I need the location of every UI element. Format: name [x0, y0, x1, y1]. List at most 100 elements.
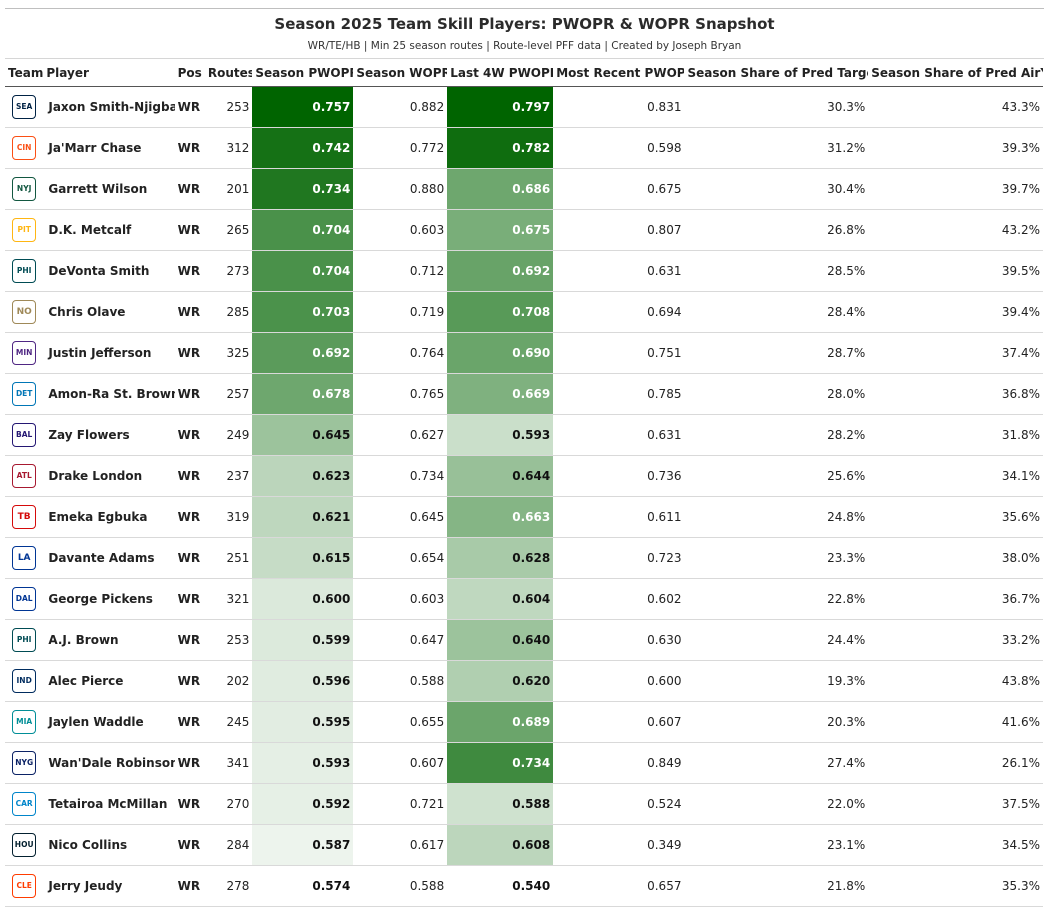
- share-targets-cell: 25.6%: [827, 469, 866, 483]
- player-name-cell: George Pickens: [48, 592, 153, 606]
- recent-pwopr-cell: 0.723: [647, 551, 682, 565]
- share-airyds-cell: 39.7%: [1001, 182, 1040, 196]
- season-pwopr-cell: 0.742: [252, 127, 354, 169]
- share-airyds-cell: 34.5%: [1001, 838, 1040, 852]
- share-targets-cell: 31.2%: [827, 141, 866, 155]
- col-header-last4w-pwopr: Last 4W PWOPR: [450, 65, 554, 80]
- recent-pwopr-cell: 0.736: [647, 469, 682, 483]
- last4w-pwopr-cell: 0.620: [447, 660, 554, 702]
- season-pwopr-cell: 0.692: [252, 332, 354, 374]
- share-targets-cell: 24.8%: [827, 510, 866, 524]
- season-wopr-cell: 0.588: [409, 674, 445, 688]
- share-airyds-cell: 36.7%: [1001, 592, 1040, 606]
- last4w-pwopr-cell: 0.692: [447, 250, 554, 292]
- position-cell: WR: [177, 797, 201, 811]
- season-pwopr-cell: 0.734: [252, 168, 354, 210]
- team-cell: DET: [5, 374, 43, 415]
- team-cell: ATL: [5, 456, 43, 497]
- season-wopr-cell: 0.734: [409, 469, 445, 483]
- routes-cell: 278: [226, 879, 250, 893]
- team-cell: LA: [5, 538, 43, 579]
- eagles-logo-icon: PHI: [12, 628, 37, 652]
- last4w-pwopr-cell: 0.782: [447, 127, 554, 169]
- share-targets-cell: 27.4%: [827, 756, 866, 770]
- col-header-season-wopr: Season WOPR: [356, 65, 448, 80]
- last4w-pwopr-cell: 0.640: [447, 619, 554, 661]
- season-wopr-cell: 0.617: [409, 838, 445, 852]
- share-airyds-cell: 34.1%: [1001, 469, 1040, 483]
- position-cell: WR: [177, 387, 201, 401]
- position-cell: WR: [177, 756, 201, 770]
- player-name-cell: Ja'Marr Chase: [48, 141, 142, 155]
- table-row: MIA Jaylen Waddle WR 245 0.595 0.655 0.689 0.60…: [5, 701, 1043, 743]
- last4w-pwopr-cell: 0.540: [447, 865, 554, 907]
- routes-cell: 202: [226, 674, 250, 688]
- col-header-team: Team: [8, 65, 44, 80]
- routes-cell: 265: [226, 223, 250, 237]
- last4w-pwopr-cell: 0.628: [447, 537, 554, 579]
- share-airyds-cell: 43.2%: [1001, 223, 1040, 237]
- team-cell: TB: [5, 497, 43, 538]
- routes-cell: 251: [226, 551, 250, 565]
- col-header-pos: Pos: [177, 65, 202, 80]
- season-wopr-cell: 0.764: [409, 346, 445, 360]
- player-name-cell: Jaylen Waddle: [48, 715, 144, 729]
- table-row: PIT D.K. Metcalf WR 265 0.704 0.603 0.675 0.807…: [5, 209, 1043, 251]
- team-cell: CIN: [5, 128, 43, 169]
- col-header-player: Player: [46, 65, 89, 80]
- season-pwopr-cell: 0.600: [252, 578, 354, 620]
- team-cell: HOU: [5, 825, 43, 866]
- falcons-logo-icon: ATL: [12, 464, 37, 488]
- share-targets-cell: 22.0%: [827, 797, 866, 811]
- position-cell: WR: [177, 879, 201, 893]
- table-header-row: Team Player Pos Routes Season PWOPR Seas…: [5, 59, 1043, 87]
- position-cell: WR: [177, 510, 201, 524]
- col-header-season-pwopr: Season PWOPR: [255, 65, 354, 80]
- jets-logo-icon: NYJ: [12, 177, 37, 201]
- share-targets-cell: 28.2%: [827, 428, 866, 442]
- table-row: MIN Justin Jefferson WR 325 0.692 0.764 0.690 0…: [5, 332, 1043, 374]
- team-cell: MIN: [5, 333, 43, 374]
- season-wopr-cell: 0.719: [409, 305, 445, 319]
- season-pwopr-cell: 0.593: [252, 742, 354, 784]
- bengals-logo-icon: CIN: [12, 136, 37, 160]
- page-subtitle: WR/TE/HB | Min 25 season routes | Route-…: [307, 40, 742, 52]
- routes-cell: 319: [226, 510, 250, 524]
- share-targets-cell: 23.3%: [827, 551, 866, 565]
- player-name-cell: Garrett Wilson: [48, 182, 148, 196]
- last4w-pwopr-cell: 0.644: [447, 455, 554, 497]
- position-cell: WR: [177, 346, 201, 360]
- routes-cell: 237: [226, 469, 250, 483]
- season-wopr-cell: 0.607: [409, 756, 445, 770]
- dolphins-logo-icon: MIA: [12, 710, 37, 734]
- season-wopr-cell: 0.765: [409, 387, 445, 401]
- share-airyds-cell: 35.6%: [1001, 510, 1040, 524]
- last4w-pwopr-cell: 0.689: [447, 701, 554, 743]
- table-row: IND Alec Pierce WR 202 0.596 0.588 0.620 0.600 1…: [5, 660, 1043, 702]
- player-name-cell: Nico Collins: [48, 838, 128, 852]
- routes-cell: 325: [226, 346, 250, 360]
- season-pwopr-cell: 0.757: [252, 86, 354, 128]
- last4w-pwopr-cell: 0.663: [447, 496, 554, 538]
- player-name-cell: Zay Flowers: [48, 428, 130, 442]
- player-name-cell: Justin Jefferson: [48, 346, 152, 360]
- team-cell: DAL: [5, 579, 43, 620]
- last4w-pwopr-cell: 0.708: [447, 291, 554, 333]
- last4w-pwopr-cell: 0.593: [447, 414, 554, 456]
- lions-logo-icon: DET: [12, 382, 37, 406]
- col-header-share-targets: Season Share of Pred Targets: [687, 65, 869, 80]
- team-cell: CAR: [5, 784, 43, 825]
- season-wopr-cell: 0.712: [409, 264, 445, 278]
- table-row: CIN Ja'Marr Chase WR 312 0.742 0.772 0.782 0.59…: [5, 127, 1043, 169]
- share-airyds-cell: 26.1%: [1001, 756, 1040, 770]
- player-name-cell: Chris Olave: [48, 305, 126, 319]
- share-targets-cell: 20.3%: [827, 715, 866, 729]
- share-airyds-cell: 33.2%: [1001, 633, 1040, 647]
- season-pwopr-cell: 0.574: [252, 865, 354, 907]
- steelers-logo-icon: PIT: [12, 218, 37, 242]
- routes-cell: 253: [226, 633, 250, 647]
- player-name-cell: Amon-Ra St. Brown: [48, 387, 175, 401]
- position-cell: WR: [177, 141, 201, 155]
- player-name-cell: Jaxon Smith-Njigba: [48, 100, 175, 114]
